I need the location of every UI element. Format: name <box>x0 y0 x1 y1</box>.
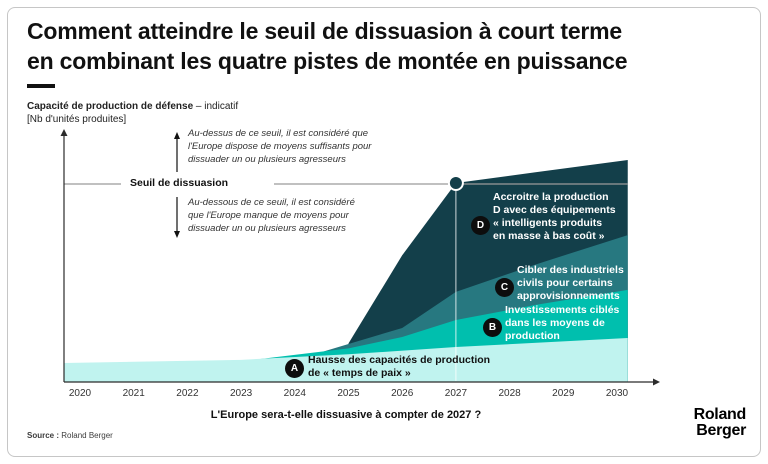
y-axis-label-bold: Capacité de production de défense <box>27 101 194 112</box>
path-label-B-line1: Investissements ciblés <box>505 304 620 316</box>
bottom-question: L'Europe sera-t-elle dissuasive à compte… <box>210 409 482 421</box>
below-note-line2: que l'Europe manque de moyens pour <box>188 210 349 221</box>
above-note-line1: Au-dessus de ce seuil, il est considéré … <box>188 128 369 139</box>
badge-B: B <box>483 318 502 337</box>
roland-berger-logo: Roland Berger <box>560 406 747 439</box>
path-label-B: Investissements ciblés dans les moyens d… <box>505 304 619 343</box>
threshold-label: Seuil de dissuasion <box>124 177 235 190</box>
badge-D: D <box>471 216 490 235</box>
page-title-line1: Comment atteindre le seuil de dissuasion… <box>27 18 623 44</box>
path-label-A: Hausse des capacités de production de « … <box>308 354 490 380</box>
path-label-C: Cibler des industriels civils pour certa… <box>517 264 624 303</box>
path-label-D-line2: D avec des équipements <box>493 204 616 216</box>
above-threshold-note: Au-dessus de ce seuil, il est considéré … <box>188 127 371 166</box>
x-tick-label-2021: 2021 <box>122 388 145 399</box>
path-label-C-line1: Cibler des industriels <box>517 264 624 276</box>
below-threshold-note: Au-dessous de ce seuil, il est considéré… <box>188 196 355 235</box>
page-title: Comment atteindre le seuil de dissuasion… <box>27 16 727 76</box>
arrow-up-head <box>174 132 180 139</box>
x-tick-label-2029: 2029 <box>552 388 575 399</box>
arrow-down-head <box>174 231 180 238</box>
above-note-line3: dissuader un ou plusieurs agresseurs <box>188 154 346 165</box>
x-tick-label-2023: 2023 <box>229 388 253 399</box>
path-label-D: Accroitre la production D avec des équip… <box>493 191 616 243</box>
path-label-B-line2: dans les moyens de <box>505 317 605 329</box>
logo-line1: Roland <box>693 406 747 423</box>
path-label-A-line1: Hausse des capacités de production <box>308 354 491 366</box>
y-axis-label: Capacité de production de défense – indi… <box>27 100 238 126</box>
x-tick-label-2030: 2030 <box>605 388 629 399</box>
area-path-A <box>63 338 628 382</box>
above-note-line2: l'Europe dispose de moyens suffisants po… <box>188 141 372 152</box>
path-label-D-line4: en masse à bas coût » <box>493 230 605 242</box>
x-tick-label-2026: 2026 <box>391 388 414 399</box>
x-tick-label-2024: 2024 <box>283 388 306 399</box>
path-label-D-line3: « intelligents produits <box>493 217 603 229</box>
x-axis-tick-labels: 2020 2021 2022 2023 2024 2025 2026 2027 2028 2029… <box>0 388 768 402</box>
badge-C: C <box>495 278 514 297</box>
path-label-C-line2: civils pour certains <box>517 277 613 289</box>
title-underline-dash <box>27 84 55 88</box>
below-note-line1: Au-dessous de ce seuil, il est considéré <box>188 197 355 208</box>
source-value: Roland Berger <box>61 431 113 440</box>
y-axis-label-suffix: – indicatif <box>193 101 239 112</box>
x-tick-label-2025: 2025 <box>337 388 360 399</box>
y-axis-label-line1: Capacité de production de défense – indi… <box>27 100 238 113</box>
y-axis-arrowhead <box>60 129 68 136</box>
path-label-B-line3: production <box>505 330 560 342</box>
x-tick-label-2028: 2028 <box>498 388 521 399</box>
logo-line2: Berger <box>696 422 746 439</box>
path-label-D-line1: Accroitre la production <box>493 191 609 203</box>
page-title-line2: en combinant les quatre pistes de montée… <box>27 48 628 74</box>
x-tick-label-2027: 2027 <box>444 388 468 399</box>
source-label: Source : <box>27 431 60 440</box>
source-note: Source : Roland Berger <box>27 431 113 440</box>
below-note-line3: dissuader un ou plusieurs agresseurs <box>188 223 346 234</box>
y-axis-label-unit: [Nb d'unités produites] <box>27 114 127 125</box>
badge-A: A <box>285 359 304 378</box>
path-label-C-line3: approvisionnements <box>517 290 620 302</box>
x-tick-label-2022: 2022 <box>176 388 199 399</box>
x-axis-arrowhead <box>653 378 660 386</box>
threshold-crossing-dot <box>447 175 464 192</box>
path-label-A-line2: de « temps de paix » <box>308 367 411 379</box>
x-tick-label-2020: 2020 <box>68 388 92 399</box>
